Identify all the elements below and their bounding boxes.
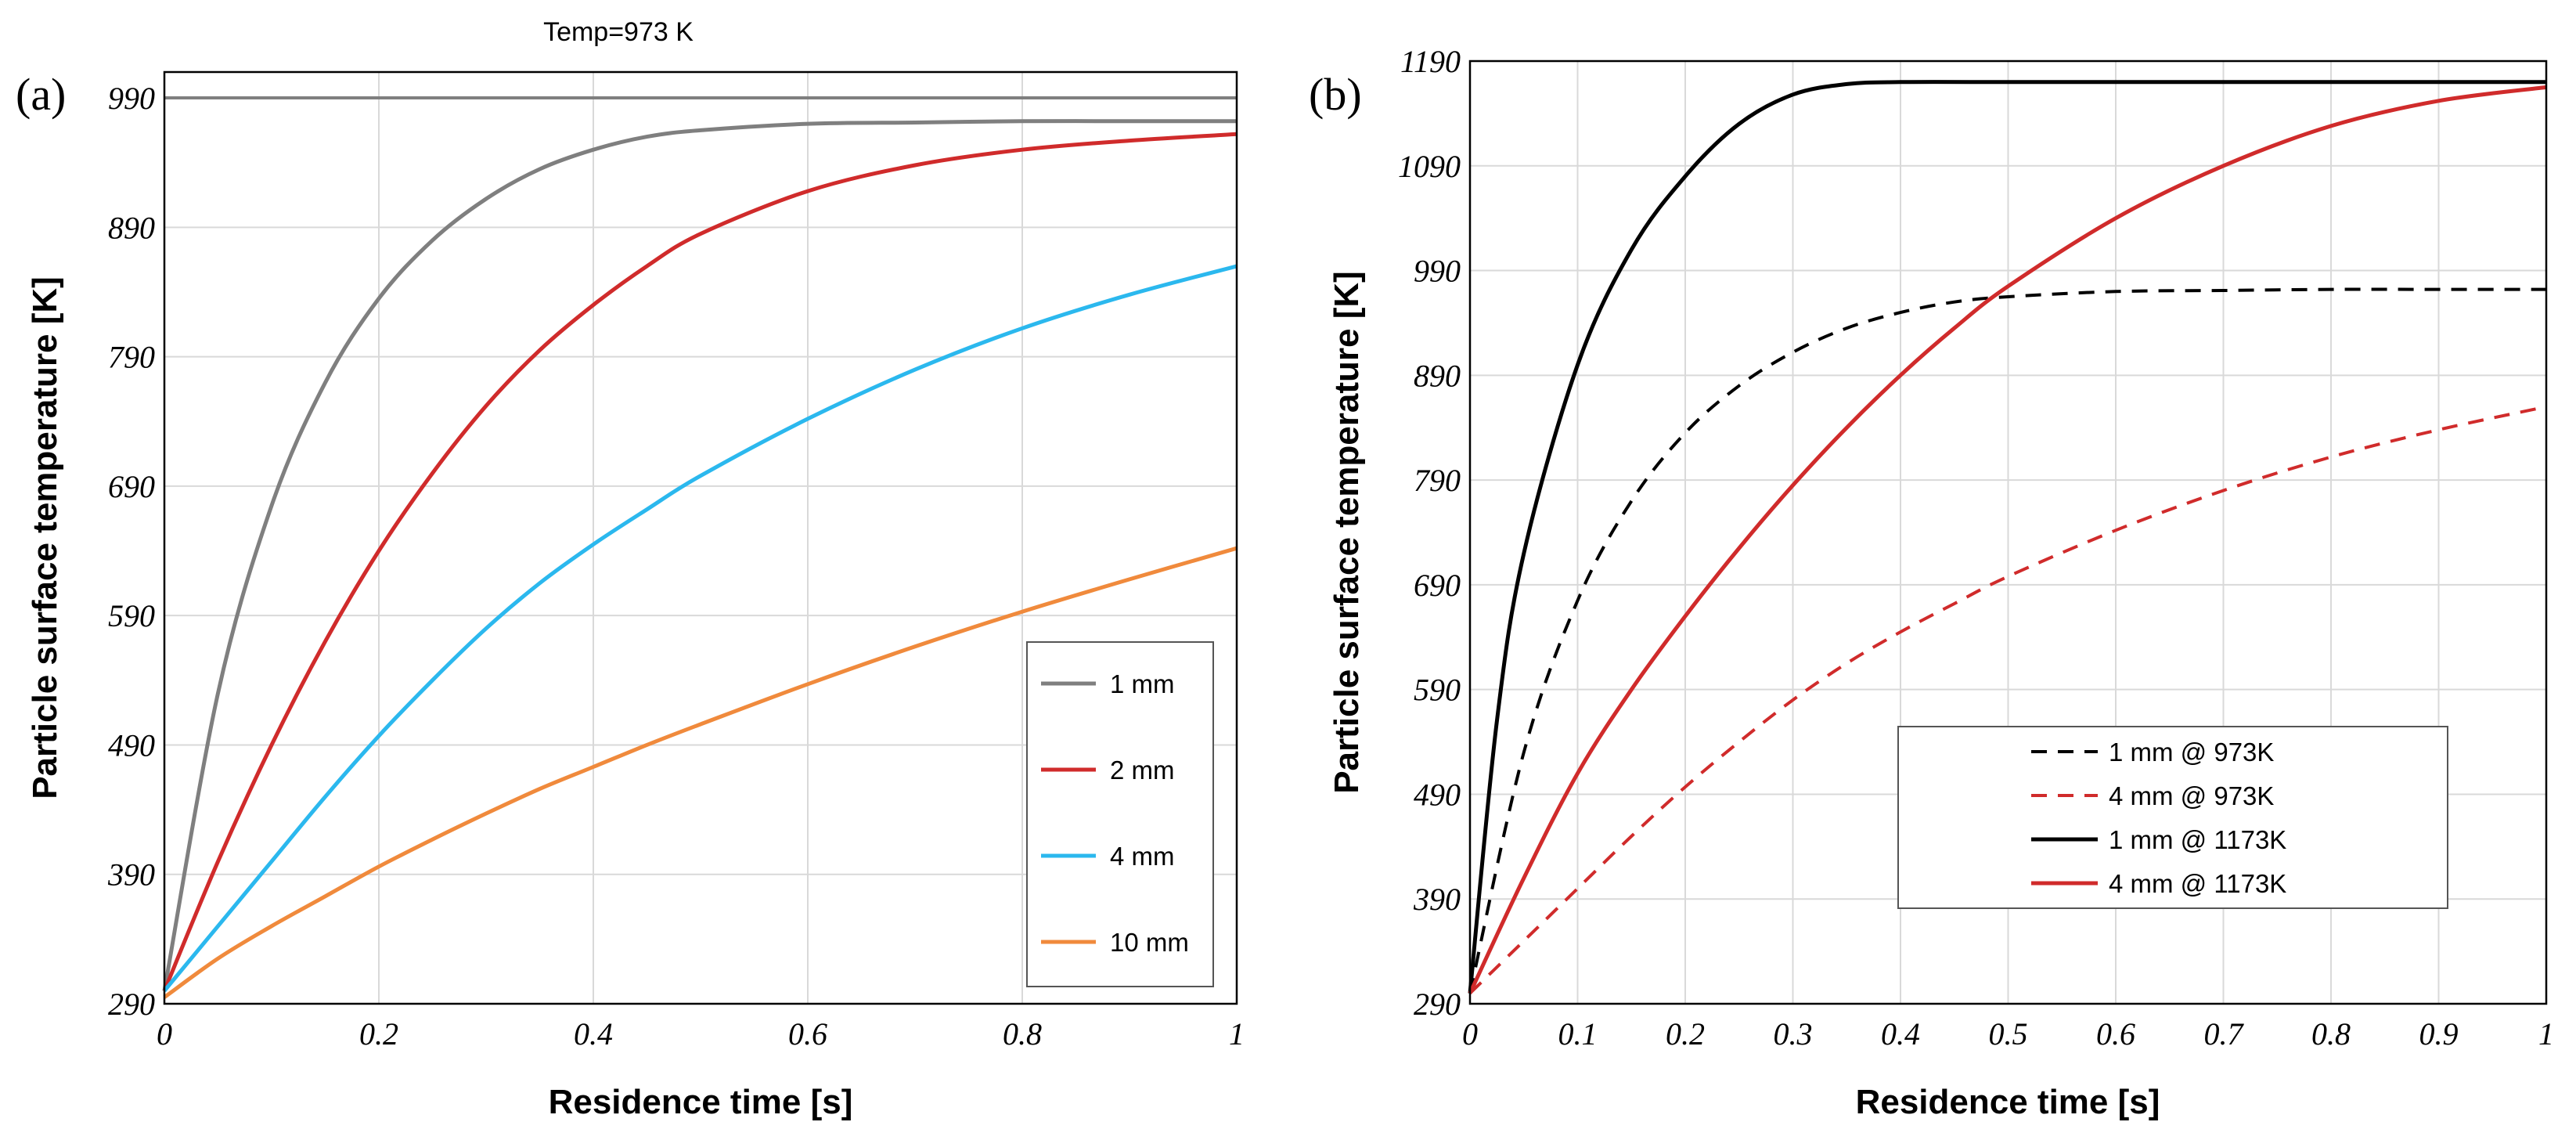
- x-tick-labels-a: 0 0.2 0.4 0.6 0.8 1: [157, 1016, 1245, 1052]
- panel-label-a: (a): [16, 69, 66, 120]
- y-tick-label: 390: [1413, 882, 1461, 917]
- y-tick-label: 590: [1414, 673, 1461, 708]
- x-tick-label: 0.8: [1003, 1016, 1042, 1052]
- series-line: [1468, 85, 2547, 994]
- x-tick-label: 0.9: [2419, 1016, 2459, 1052]
- legend-label: 1 mm @ 1173K: [2109, 825, 2286, 854]
- y-axis-label-b: Particle surface temperature [K]: [1328, 271, 1366, 794]
- y-tick-label: 1090: [1398, 149, 1461, 184]
- panel-label-b: (b): [1309, 69, 1362, 120]
- x-tick-label: 0.4: [574, 1016, 613, 1052]
- legend-box-a: [1026, 641, 1214, 987]
- series-line: [162, 119, 1237, 991]
- y-tick-label: 490: [1414, 777, 1461, 812]
- legend-label: 4 mm: [1110, 842, 1175, 871]
- series-line: [1468, 80, 2547, 994]
- series-group-b: [1468, 80, 2547, 995]
- y-tick-label: 990: [108, 81, 155, 116]
- y-tick-label: 890: [1414, 358, 1461, 393]
- x-tick-label: 1: [1229, 1016, 1245, 1052]
- plot-frame-b: [1468, 60, 2548, 1005]
- y-tick-label: 790: [108, 340, 155, 375]
- chart-title-a: Temp=973 K: [543, 17, 694, 47]
- y-tick-label: 690: [108, 469, 155, 504]
- x-tick-label: 0: [157, 1016, 172, 1052]
- series-line: [1468, 405, 2547, 995]
- x-tick-label: 0.2: [359, 1016, 398, 1052]
- series-group-a: [162, 119, 1238, 999]
- y-tick-label: 290: [108, 987, 155, 1022]
- y-tick-label: 1190: [1400, 44, 1461, 79]
- series-line: [1468, 287, 2546, 994]
- legend-label: 4 mm @ 1173K: [2109, 869, 2286, 898]
- x-tick-label: 0.4: [1881, 1016, 1920, 1052]
- series-line: [163, 264, 1238, 993]
- legend-label: 10 mm: [1110, 928, 1189, 957]
- x-tick-label: 0.5: [1989, 1016, 2028, 1052]
- y-axis-label-a: Particle surface temperature [K]: [26, 276, 64, 799]
- legend-label: 1 mm: [1110, 669, 1175, 698]
- y-tick-label: 390: [107, 857, 155, 893]
- panel-a: (a) Temp=973 K 290390490590690790890990 …: [16, 17, 1245, 1121]
- x-tick-labels-b: 0 0.1 0.2 0.3 0.4 0.5 0.6 0.7 0.8 0.9 1: [1462, 1016, 2554, 1052]
- legend-label: 1 mm @ 973K: [2109, 738, 2274, 767]
- x-axis-label-a: Residence time [s]: [549, 1083, 853, 1121]
- legend-box-b: [1897, 726, 2448, 909]
- legend-a: 1 mm 2 mm 4 mm 10 mm: [1026, 641, 1214, 987]
- x-tick-label: 0.6: [788, 1016, 827, 1052]
- series-line: [163, 546, 1238, 999]
- y-tick-label: 890: [108, 210, 155, 245]
- x-tick-label: 0.2: [1666, 1016, 1705, 1052]
- x-tick-label: 0: [1462, 1016, 1478, 1052]
- panel-b: (b) 290 390 490 590 690 790 890 990 1090 1190 0 0.…: [1309, 44, 2554, 1121]
- legend-b: 1 mm @ 973K 4 mm @ 973K 1 mm @ 1173K 4 mm @…: [1897, 726, 2448, 909]
- series-line: [162, 132, 1238, 992]
- x-tick-label: 0.7: [2204, 1016, 2245, 1052]
- x-axis-label-b: Residence time [s]: [1856, 1083, 2160, 1121]
- y-tick-label: 290: [1414, 987, 1461, 1022]
- legend-label: 2 mm: [1110, 756, 1175, 785]
- x-tick-label: 1: [2538, 1016, 2554, 1052]
- x-tick-label: 0.8: [2311, 1016, 2351, 1052]
- x-tick-label: 0.3: [1774, 1016, 1813, 1052]
- y-tick-labels-a: 290 390 490 590 690 790 890 990: [107, 81, 155, 1022]
- y-tick-label: 590: [108, 598, 155, 633]
- plot-frame-a: [163, 70, 1238, 1005]
- x-tick-label: 0.1: [1558, 1016, 1598, 1052]
- y-tick-label: 490: [108, 727, 155, 763]
- legend-label: 4 mm @ 973K: [2109, 781, 2274, 810]
- y-tick-label: 790: [1414, 463, 1461, 498]
- y-tick-label: 990: [1414, 254, 1461, 289]
- y-tick-labels-b: 290 390 490 590 690 790 890 990 1090 1190: [1398, 44, 1461, 1022]
- x-tick-label: 0.6: [2096, 1016, 2135, 1052]
- y-tick-label: 690: [1414, 568, 1461, 603]
